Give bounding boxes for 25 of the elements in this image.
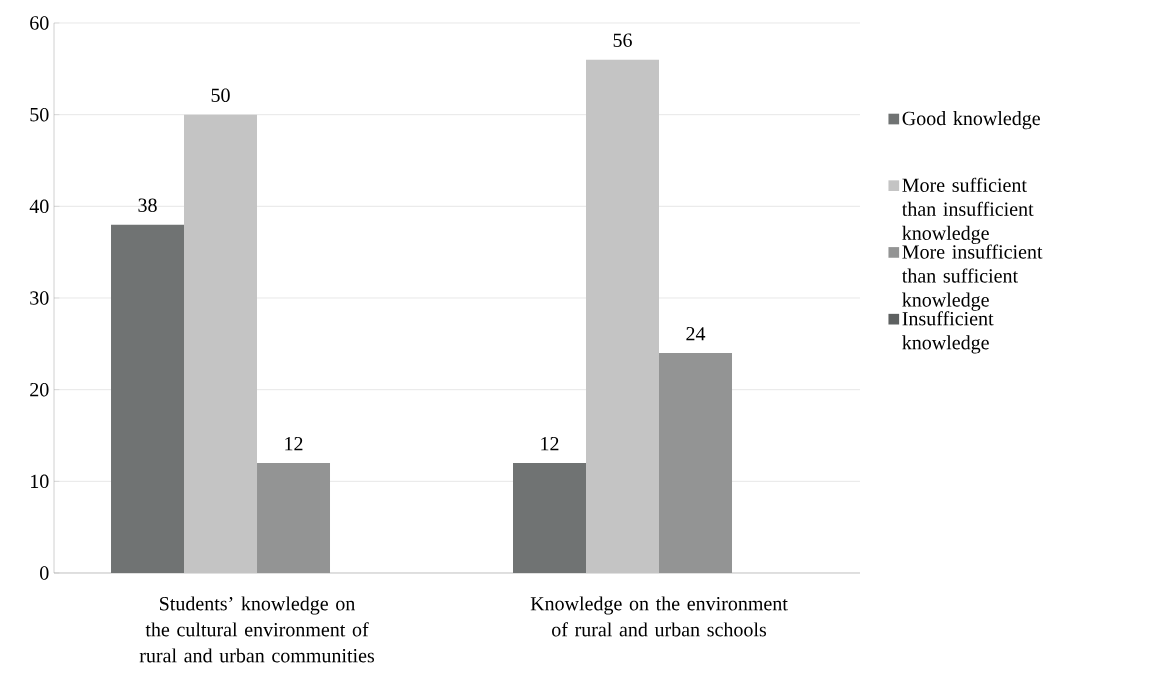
y-tick-label: 20 — [30, 382, 49, 397]
bar — [111, 224, 185, 573]
y-tick-label: 30 — [30, 291, 49, 305]
data-label: 12 — [541, 437, 559, 451]
data-label: 12 — [285, 437, 303, 451]
bar — [586, 59, 660, 573]
legend-label: More insufficient than sufficient knowledge — [901, 244, 1043, 311]
bar — [184, 114, 258, 573]
data-label: 50 — [211, 88, 230, 102]
legend-label: Insufficient knowledge — [902, 311, 994, 354]
y-tick-label: 10 — [31, 474, 49, 489]
x-tick-label: Students’ knowledge on the cultural environment of rural and urban communities — [139, 596, 375, 663]
y-tick-label: 40 — [29, 199, 49, 214]
data-label: 24 — [686, 327, 706, 341]
y-tick-label: 0 — [40, 566, 49, 580]
data-label: 38 — [138, 198, 157, 212]
legend-label: Good knowledge — [902, 111, 1040, 130]
bar — [257, 463, 331, 573]
x-tick-label: Knowledge on the environment of rural and urban schools — [530, 596, 788, 637]
data-label: 56 — [613, 33, 632, 47]
legend-label: More sufficient than insufficient knowledge — [901, 177, 1034, 245]
bar — [513, 463, 587, 573]
y-tick-label: 60 — [30, 16, 49, 30]
bar — [659, 353, 733, 573]
y-tick-label: 50 — [30, 107, 49, 122]
